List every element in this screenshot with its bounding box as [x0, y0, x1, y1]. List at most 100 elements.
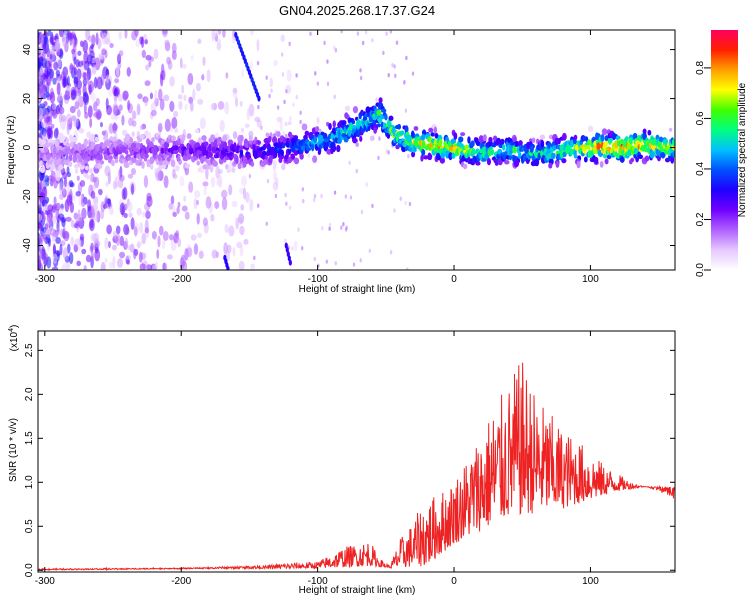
spectrogram-noise-blob — [84, 111, 89, 119]
spectrogram-ridge-blob — [657, 140, 662, 148]
spectrogram-ridge-blob — [131, 131, 135, 137]
spectrogram-noise-blob — [253, 255, 256, 261]
spectrogram-noise-blob — [62, 247, 69, 260]
spectrogram-noise-blob — [66, 122, 70, 136]
spectrogram-noise-blob — [74, 100, 80, 110]
spectrogram-ridge-blob — [39, 160, 43, 167]
spectrogram-noise-blob — [127, 173, 134, 179]
spectrogram-noise-blob — [166, 254, 173, 260]
spectrogram-ridge-blob — [381, 108, 387, 113]
spectrogram-noise-blob — [57, 213, 65, 220]
spectrogram-ridge-blob — [268, 155, 273, 164]
spectrogram-noise-blob — [46, 125, 53, 137]
spectrogram-streak-blob — [288, 259, 292, 266]
spectrogram-noise-blob — [371, 203, 374, 209]
spectrogram-ridge-blob — [231, 167, 236, 173]
spectrogram-ridge-blob — [497, 148, 502, 155]
spectrogram-ridge-blob — [548, 134, 554, 140]
spectrogram-noise-blob — [158, 225, 164, 236]
spectrogram-noise-blob — [163, 175, 169, 189]
spectrogram-noise-blob — [38, 199, 41, 206]
spectrogram-noise-blob — [69, 63, 74, 75]
spectrogram-noise-blob — [105, 97, 109, 110]
spectrogram-ridge-blob — [513, 136, 517, 143]
spectrogram-ridge-blob — [288, 148, 292, 154]
spectrogram-ridge-blob — [186, 133, 192, 140]
spectrogram-noise-blob — [126, 66, 131, 77]
spectrogram-noise-blob — [42, 109, 49, 116]
spectrogram-noise-blob — [359, 75, 363, 81]
spectrogram-noise-blob — [124, 30, 128, 39]
spectrogram-noise-blob — [60, 264, 67, 270]
spectrogram-ridge-blob — [413, 126, 419, 131]
spectrogram-noise-blob — [280, 52, 284, 57]
spectrogram-noise-blob — [206, 69, 211, 83]
spectrogram-ridge-blob — [56, 154, 62, 159]
spectrogram-noise-blob — [281, 72, 285, 77]
spectrogram-noise-blob — [228, 225, 235, 237]
spectrogram-noise-blob — [238, 213, 245, 224]
spectrogram-noise-blob — [164, 118, 171, 132]
spectrogram-ridge-blob — [427, 153, 433, 161]
spectrogram-noise-blob — [371, 38, 374, 43]
spectrogram-noise-blob — [117, 258, 123, 269]
spectrogram-ridge-blob — [662, 138, 668, 144]
spectrogram-noise-blob — [316, 81, 320, 86]
spectrogram-noise-blob — [66, 166, 70, 174]
spectrogram-ridge-blob — [284, 121, 288, 127]
spectrogram-ridge-blob — [388, 115, 394, 121]
spectrogram-noise-blob — [77, 238, 82, 251]
spectrogram-noise-blob — [202, 217, 208, 227]
spectrogram-noise-blob — [99, 122, 104, 128]
spectrogram-noise-blob — [135, 38, 140, 48]
spectrogram-noise-blob — [55, 236, 61, 244]
snr-x-tick-label: -300 — [35, 576, 55, 587]
spectrogram-ridge-blob — [620, 139, 625, 144]
spectrogram-ridge-blob — [512, 145, 517, 154]
spectrogram-noise-blob — [238, 260, 245, 270]
spectrogram-ridge-blob — [316, 116, 320, 125]
spectrogram-noise-blob — [112, 103, 119, 116]
spectrogram-noise-blob — [83, 265, 87, 270]
spectrogram-noise-blob — [201, 74, 205, 81]
spectrogram-noise-blob — [56, 82, 61, 96]
spectrogram-noise-blob — [79, 233, 85, 241]
spectrogram-noise-blob — [199, 117, 206, 130]
spectrogram-heatmap — [38, 30, 675, 270]
spectrogram-noise-blob — [55, 127, 59, 137]
spectrogram-noise-blob — [160, 73, 164, 87]
spectrogram-ridge-blob — [135, 159, 140, 166]
spectrogram-noise-blob — [51, 266, 59, 270]
spectrogram-ridge-blob — [248, 135, 253, 141]
spectrogram-noise-blob — [309, 31, 312, 36]
snr-y-ticks: 0.0 0.5 1.0 1.5 2.0 2.5 — [24, 343, 675, 577]
snr-y-tick-label: 2.5 — [24, 343, 35, 357]
snr-y-tick-label: 0.0 — [24, 563, 35, 577]
spectrogram-ridge-blob — [68, 161, 73, 167]
spectrogram-noise-blob — [87, 105, 93, 118]
spectrogram-noise-blob — [225, 250, 230, 262]
spectrogram-noise-blob — [170, 195, 175, 205]
spectrogram-noise-blob — [248, 173, 252, 179]
spectrogram-ridge-blob — [304, 130, 310, 136]
spectrogram-noise-blob — [333, 94, 336, 100]
spectrogram-noise-blob — [232, 87, 238, 94]
spectrogram-ridge-blob — [344, 105, 351, 112]
spectrogram-noise-blob — [38, 81, 44, 94]
spectrogram-ridge-blob — [594, 156, 599, 165]
spectrogram-noise-blob — [55, 104, 60, 115]
spectrogram-noise-blob — [57, 42, 61, 56]
spectrogram-noise-blob — [73, 117, 79, 128]
spectrogram-noise-blob — [246, 108, 250, 121]
spectrogram-noise-blob — [193, 243, 199, 255]
spectrogram-ridge-blob — [384, 113, 388, 121]
colorbar-tick-label: 0.2 — [695, 212, 706, 226]
spectrogram-noise-blob — [115, 225, 121, 235]
spectrogram-noise-blob — [42, 252, 49, 266]
spectrogram-noise-blob — [394, 73, 397, 79]
spectrogram-noise-blob — [328, 222, 332, 228]
spectrogram-noise-blob — [212, 30, 218, 38]
spectrogram-noise-blob — [181, 63, 187, 69]
spectrogram-ridge-blob — [293, 135, 299, 140]
spectrogram-noise-blob — [59, 243, 63, 256]
